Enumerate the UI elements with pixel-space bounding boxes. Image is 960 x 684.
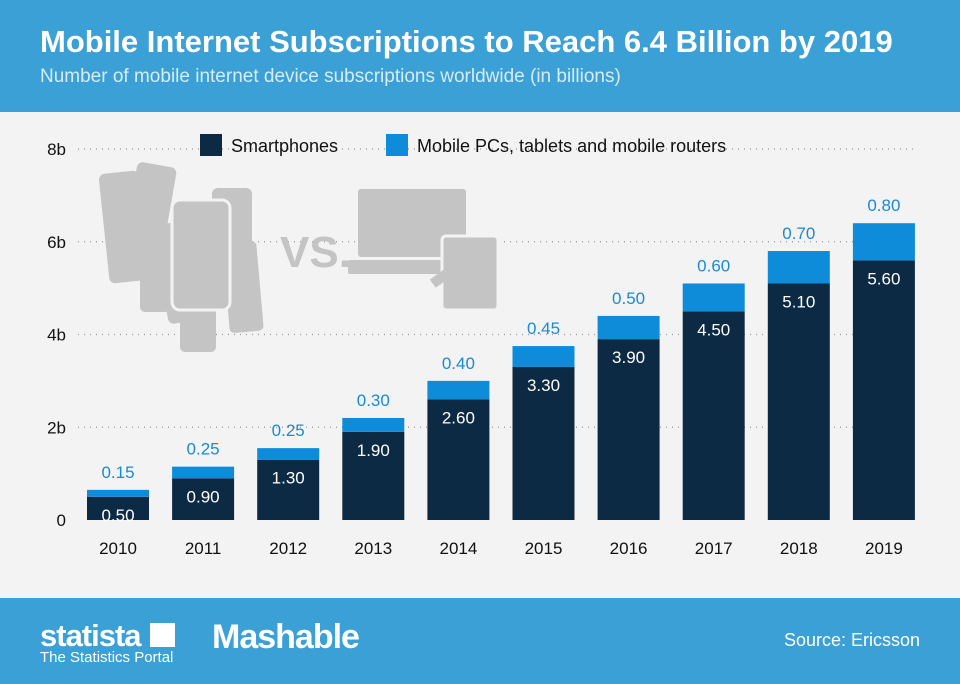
x-tick-label: 2013 [354, 539, 392, 558]
data-label-mobile-pcs: 0.40 [442, 354, 475, 373]
data-label-mobile-pcs: 0.45 [527, 319, 560, 338]
x-tick-label: 2019 [865, 539, 903, 558]
x-tick-label: 2018 [780, 539, 818, 558]
chart-subtitle: Number of mobile internet device subscri… [40, 66, 621, 87]
legend-swatch-mobile-pcs [386, 134, 408, 156]
bar-smartphones [342, 431, 405, 520]
legend-label-mobile-pcs: Mobile PCs, tablets and mobile routers [417, 136, 726, 156]
bar-mobile-pcs [852, 223, 915, 261]
x-tick-label: 2016 [610, 539, 648, 558]
data-label-mobile-pcs: 0.70 [782, 224, 815, 243]
bar-smartphones [87, 496, 149, 520]
x-tick-label: 2015 [525, 539, 563, 558]
y-tick-label: 4b [47, 326, 66, 345]
source-note: Source: Ericsson [783, 630, 920, 650]
data-label-smartphones: 0.90 [187, 487, 220, 506]
data-label-smartphones: 1.30 [272, 469, 305, 488]
data-label-smartphones: 2.60 [442, 408, 475, 427]
bar-mobile-pcs [427, 380, 490, 400]
x-tick-label: 2010 [99, 539, 137, 558]
bar-smartphones [682, 311, 745, 520]
y-tick-label: 0 [57, 511, 66, 530]
bar-mobile-pcs [597, 315, 660, 340]
header: Mobile Internet Subscriptions to Reach 6… [0, 0, 960, 112]
data-label-smartphones: 4.50 [697, 320, 730, 339]
y-tick-label: 6b [47, 233, 66, 252]
bar-smartphones [767, 283, 830, 520]
vs-text: VS. [280, 228, 351, 277]
x-tick-label: 2017 [695, 539, 733, 558]
devices-illustration: VS. [98, 162, 500, 352]
usb-stick-icon [429, 262, 461, 288]
bar-smartphones [427, 399, 490, 520]
data-label-smartphones: 0.50 [101, 506, 134, 525]
data-label-smartphones: 1.90 [357, 441, 390, 460]
data-label-mobile-pcs: 0.60 [697, 256, 730, 275]
data-label-mobile-pcs: 0.25 [272, 421, 305, 440]
x-tick-label: 2014 [439, 539, 477, 558]
bar-mobile-pcs [512, 346, 575, 367]
bar-smartphones [512, 366, 575, 520]
bar-mobile-pcs [342, 417, 405, 432]
statista-tagline: The Statistics Portal [40, 649, 174, 666]
data-label-smartphones: 3.90 [612, 348, 645, 367]
mashable-logo: Mashable [212, 618, 360, 656]
chart-title: Mobile Internet Subscriptions to Reach 6… [40, 24, 893, 59]
statista-logo-text: statista [40, 618, 142, 653]
data-label-mobile-pcs: 0.50 [612, 289, 645, 308]
bar-chart: 0 2b 4b 6b 8b VS. Smartphones Mobile PCs, ta… [47, 134, 915, 558]
x-tick-label: 2011 [185, 539, 222, 558]
data-label-smartphones: 5.60 [867, 269, 900, 288]
bar-smartphones [172, 478, 235, 520]
legend: Smartphones Mobile PCs, tablets and mobi… [200, 134, 726, 156]
phone-icon [222, 241, 264, 333]
data-label-smartphones: 5.10 [782, 292, 815, 311]
phone-icon [170, 198, 232, 312]
bar-smartphones [852, 260, 915, 520]
bar-smartphones [597, 339, 660, 520]
data-label-mobile-pcs: 0.30 [357, 391, 390, 410]
bar-smartphones [257, 459, 320, 520]
statista-logo-icon [150, 623, 175, 647]
bar-mobile-pcs [257, 448, 320, 460]
x-tick-label: 2012 [269, 539, 307, 558]
legend-label-smartphones: Smartphones [231, 136, 338, 156]
data-label-mobile-pcs: 0.80 [867, 196, 900, 215]
footer: statista The Statistics Portal Mashable … [0, 598, 960, 684]
laptop-base-icon [348, 260, 448, 274]
bar-mobile-pcs [172, 466, 235, 479]
bar-mobile-pcs [87, 489, 149, 497]
data-label-smartphones: 3.30 [527, 376, 560, 395]
data-label-mobile-pcs: 0.15 [101, 463, 134, 482]
data-label-mobile-pcs: 0.25 [187, 440, 220, 459]
legend-swatch-smartphones [200, 134, 222, 156]
bar-mobile-pcs [682, 283, 745, 312]
bar-mobile-pcs [767, 251, 830, 284]
y-tick-label: 8b [47, 140, 66, 159]
y-tick-label: 2b [47, 418, 66, 437]
laptop-icon [358, 189, 466, 257]
